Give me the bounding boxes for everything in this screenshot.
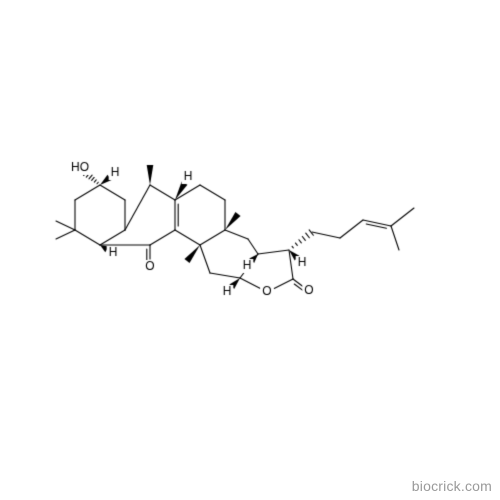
watermark-text: biocrick.com <box>412 478 492 494</box>
structure-canvas <box>0 0 500 500</box>
